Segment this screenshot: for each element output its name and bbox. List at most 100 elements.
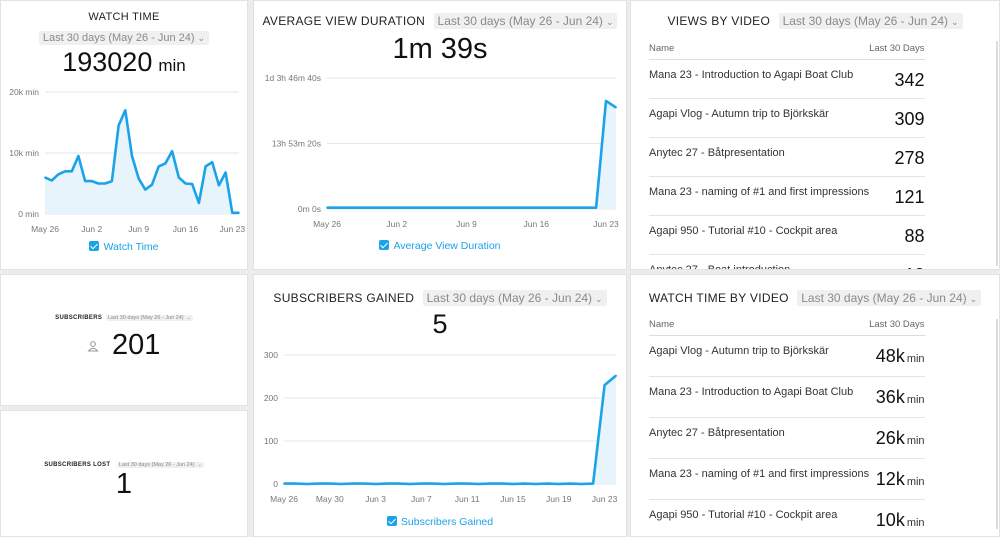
- x-tick-label: Jun 11: [455, 494, 480, 504]
- data-point: [569, 482, 572, 485]
- views-table: Name Last 30 Days Mana 23 - Introduction…: [649, 43, 925, 269]
- avg-view-duration-chart: 0m 0s 13h 53m 20s 1d 3h 46m 40s May 26 Jun 2…: [265, 73, 619, 229]
- chart-legend[interactable]: Subscribers Gained: [254, 516, 626, 528]
- video-name: Mana 23 - naming of #1 and first impress…: [649, 176, 870, 216]
- series-area: [327, 100, 616, 209]
- date-range-dropdown[interactable]: Last 30 days (May 26 - Jun 24) ⌄: [433, 13, 618, 29]
- data-point: [489, 482, 491, 485]
- scrollbar[interactable]: [996, 319, 998, 529]
- column-header-value: Last 30 Days: [869, 43, 925, 60]
- column-header-name: Name: [649, 319, 870, 336]
- data-point: [151, 183, 153, 186]
- data-point: [445, 206, 448, 209]
- data-point: [104, 182, 107, 185]
- value-number: 121: [894, 187, 925, 207]
- series-area: [284, 375, 616, 484]
- chart-legend[interactable]: Average View Duration: [254, 240, 626, 252]
- data-point: [326, 206, 328, 209]
- date-range-label: Last 30 days (May 26 - Jun 24): [118, 462, 195, 468]
- views-by-video-widget: VIEWS BY VIDEO Last 30 days (May 26 - Ju…: [630, 0, 1000, 270]
- metric-value: 5: [432, 309, 448, 339]
- table-row[interactable]: Agapi Vlog - Autumn trip to Björkskär 48k…: [649, 335, 925, 377]
- table-row[interactable]: Agapi 950 - Tutorial #10 - Cockpit area 8…: [649, 215, 925, 255]
- value-unit: min: [906, 353, 925, 365]
- data-point: [534, 483, 537, 485]
- widget-header: WATCH TIME BY VIDEO Last 30 days (May 26…: [631, 289, 999, 307]
- widget-title: VIEWS BY VIDEO: [667, 14, 771, 28]
- data-point: [523, 482, 526, 485]
- widget-header: WATCH TIME: [1, 11, 247, 23]
- table-row[interactable]: Agapi Vlog - Autumn trip to Björkskär 309: [649, 98, 925, 138]
- data-point: [184, 182, 187, 185]
- value-number: 342: [894, 70, 925, 90]
- data-point: [415, 206, 418, 209]
- date-range-dropdown[interactable]: Last 30 days (May 26 - Jun 24) ⌄: [797, 290, 982, 306]
- x-tick-label: Jun 15: [500, 494, 526, 504]
- date-range-dropdown[interactable]: Last 30 days (May 26 - Jun 24) ⌄: [778, 13, 963, 29]
- y-tick-label: 0: [273, 479, 278, 489]
- chevron-down-icon: ⌄: [951, 17, 959, 27]
- data-point: [595, 206, 597, 209]
- data-point: [351, 482, 354, 485]
- x-tick-label: Jun 23: [593, 219, 619, 229]
- series-line: [327, 99, 617, 209]
- video-name: Mana 23 - naming of #1 and first impress…: [649, 458, 870, 500]
- video-name: Agapi Vlog - Autumn trip to Björkskär: [649, 335, 870, 377]
- widget-header: SUBSCRIBERS GAINED Last 30 days (May 26 …: [254, 289, 626, 307]
- data-point: [500, 482, 503, 485]
- table-row[interactable]: Mana 23 - Introduction to Agapi Boat Clu…: [649, 59, 925, 99]
- table-row[interactable]: Anytec 27 - Båtpresentation 278: [649, 137, 925, 177]
- video-value: 342: [869, 59, 925, 99]
- table-row[interactable]: Mana 23 - Introduction to Agapi Boat Clu…: [649, 376, 925, 418]
- metric-value: 1m 39s: [392, 33, 488, 65]
- date-range-label: Last 30 days (May 26 - Jun 24): [426, 291, 593, 305]
- table-row[interactable]: Mana 23 - naming of #1 and first impress…: [649, 458, 925, 500]
- date-range-dropdown[interactable]: Last 30 days (May 26 - Jun 24) ⌄: [105, 315, 193, 321]
- data-point: [336, 206, 338, 209]
- table-row[interactable]: Agapi 950 - Tutorial #10 - Cockpit area 1…: [649, 499, 925, 536]
- table-row[interactable]: Mana 23 - naming of #1 and first impress…: [649, 176, 925, 216]
- x-tick-label: Jun 23: [592, 494, 618, 504]
- data-point: [355, 206, 358, 209]
- date-range-dropdown[interactable]: Last 30 days (May 26 - Jun 24) ⌄: [116, 462, 204, 468]
- data-point: [191, 183, 194, 186]
- table-row[interactable]: Anytec 27 - Båtpresentation 26k min: [649, 417, 925, 459]
- y-tick-label: 100: [264, 436, 278, 446]
- value-number: 88: [904, 226, 925, 246]
- data-point: [395, 206, 398, 209]
- data-point: [84, 180, 87, 182]
- checkbox-icon: [89, 241, 100, 251]
- data-point: [454, 482, 457, 485]
- avg-view-duration-widget: AVERAGE VIEW DURATION Last 30 days (May …: [253, 0, 627, 270]
- chevron-down-icon: ⌄: [969, 294, 978, 304]
- video-value: 48k min: [869, 335, 925, 377]
- person-icon: [87, 339, 99, 357]
- date-range-dropdown[interactable]: Last 30 days (May 26 - Jun 24) ⌄: [38, 31, 210, 45]
- data-point: [374, 483, 377, 485]
- data-point: [44, 176, 46, 179]
- data-point: [397, 482, 400, 485]
- data-point: [546, 482, 549, 485]
- chart-legend[interactable]: Watch Time: [1, 241, 247, 253]
- table-row[interactable]: Anytec 27 - Boat introduction 10: [649, 254, 925, 269]
- value-unit: min: [906, 476, 925, 488]
- data-point: [466, 482, 469, 485]
- chevron-down-icon: ⌄: [186, 315, 191, 321]
- data-point: [70, 170, 73, 173]
- series-line: [44, 109, 239, 215]
- scrollbar[interactable]: [996, 41, 998, 266]
- series-line: [284, 374, 617, 486]
- data-point: [117, 124, 120, 127]
- value-unit: min: [906, 517, 925, 529]
- date-range-dropdown[interactable]: Last 30 days (May 26 - Jun 24) ⌄: [422, 290, 607, 306]
- data-point: [485, 206, 488, 209]
- data-point: [525, 206, 528, 209]
- metric-unit: min: [158, 56, 186, 75]
- video-value: 278: [869, 137, 925, 177]
- date-range-label: Last 30 days (May 26 - Jun 24): [801, 291, 967, 305]
- metric-number: 193020: [62, 47, 153, 77]
- data-point: [238, 211, 240, 214]
- data-point: [605, 100, 607, 102]
- column-header-name: Name: [649, 43, 870, 60]
- column-header-value: Last 30 Days: [869, 319, 925, 336]
